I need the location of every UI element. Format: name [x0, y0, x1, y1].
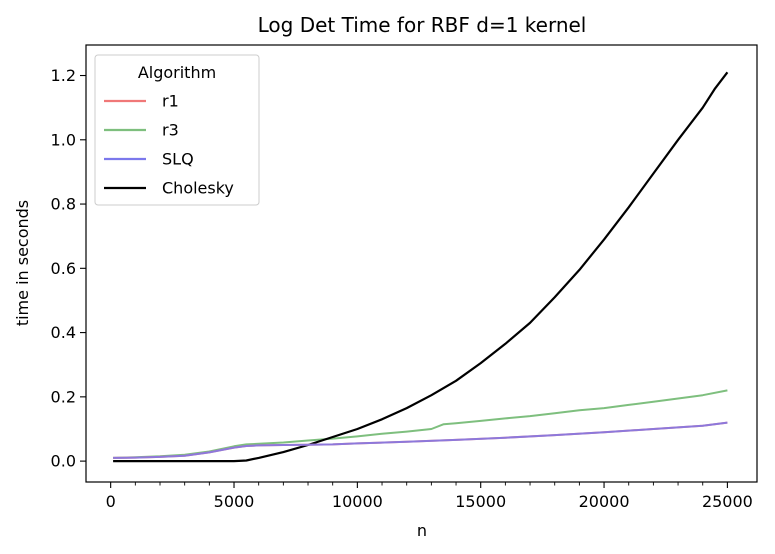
y-tick-label: 1.0 — [51, 130, 76, 149]
legend-label-r1: r1 — [162, 92, 179, 111]
y-axis-label: time in seconds — [13, 200, 32, 326]
legend-label-slq: SLQ — [162, 150, 194, 169]
legend: Algorithm r1 r3 SLQ Cholesky — [94, 54, 260, 206]
legend-title: Algorithm — [138, 63, 216, 82]
y-tick-label: 0.4 — [51, 323, 76, 342]
plot-area — [113, 71, 729, 463]
series-line-slq — [113, 421, 728, 459]
series-line-r3 — [113, 389, 728, 459]
y-tick-label: 0.8 — [51, 195, 76, 214]
y-tick-label: 0.0 — [51, 452, 76, 471]
axes-frame — [85, 44, 758, 483]
chart-title: Log Det Time for RBF d=1 kernel — [258, 13, 587, 37]
x-tick-label: 10000 — [332, 492, 383, 511]
series-line-cholesky — [113, 71, 729, 463]
x-tick-label: 15000 — [455, 492, 506, 511]
legend-label-cholesky: Cholesky — [162, 179, 234, 198]
legend-box — [94, 54, 260, 206]
y-tick-label: 1.2 — [51, 66, 76, 85]
y-axis: 0.0 0.2 0.4 0.6 0.8 1.0 1.2 — [51, 66, 86, 471]
y-tick-label: 0.2 — [51, 387, 76, 406]
x-tick-label: 5000 — [214, 492, 255, 511]
x-axis: 0 5000 10000 15000 20000 25000 — [106, 482, 753, 511]
x-tick-label: 25000 — [702, 492, 753, 511]
y-tick-label: 0.6 — [51, 259, 76, 278]
x-tick-label: 0 — [106, 492, 116, 511]
legend-label-r3: r3 — [162, 121, 179, 140]
x-tick-label: 20000 — [579, 492, 630, 511]
x-axis-label: n — [417, 521, 427, 540]
